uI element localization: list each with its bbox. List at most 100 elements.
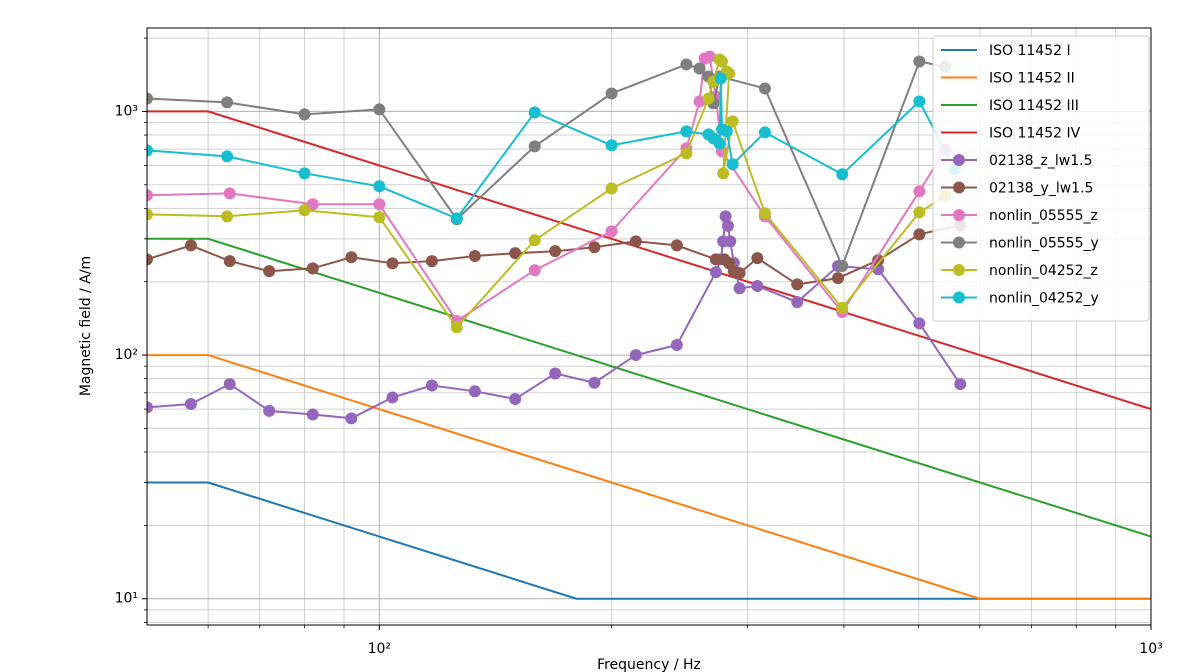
data-point	[468, 250, 481, 263]
data-point	[758, 82, 771, 95]
x-axis-label: Frequency / Hz	[597, 657, 701, 672]
legend-label: nonlin_04252_y	[989, 291, 1099, 307]
legend-marker	[953, 181, 965, 194]
data-point	[721, 219, 734, 232]
legend-label: nonlin_04252_z	[989, 263, 1098, 279]
data-point	[147, 144, 153, 157]
series-line	[147, 60, 946, 269]
data-point	[670, 338, 683, 351]
data-point	[715, 55, 728, 68]
legend-label: ISO 11452 IV	[989, 126, 1081, 142]
data-point	[306, 408, 319, 421]
data-point	[528, 234, 541, 247]
legend-label: ISO 11452 III	[989, 98, 1079, 114]
data-point	[758, 207, 771, 220]
legend: ISO 11452 I ISO 11452 II ISO 11452 III ISO …	[932, 35, 1150, 322]
data-point	[670, 239, 683, 252]
legend-marker	[953, 154, 965, 166]
data-point	[836, 302, 849, 315]
data-point	[528, 106, 541, 119]
data-point	[733, 267, 746, 280]
data-point	[680, 125, 693, 138]
data-point	[549, 367, 562, 380]
data-point	[758, 126, 771, 139]
legend-marker	[953, 291, 965, 304]
data-point	[605, 87, 618, 100]
data-point	[223, 187, 236, 200]
data-point	[221, 210, 234, 223]
data-point	[345, 251, 358, 264]
plot-frame	[146, 27, 1152, 626]
data-point	[221, 150, 234, 163]
data-point	[726, 158, 739, 171]
data-point	[703, 50, 716, 63]
data-point	[450, 321, 463, 334]
data-point	[720, 125, 733, 138]
data-point	[751, 280, 764, 293]
data-point	[713, 137, 726, 150]
data-point	[468, 385, 481, 398]
data-point	[373, 211, 386, 224]
data-point	[954, 378, 967, 391]
data-point	[913, 228, 926, 241]
legend-label: nonlin_05555_y	[989, 236, 1099, 252]
data-point	[549, 245, 562, 258]
data-point	[605, 225, 618, 238]
data-point	[714, 72, 727, 85]
data-point	[733, 282, 746, 295]
data-point	[717, 167, 730, 180]
series-line	[147, 354, 1151, 600]
data-point	[223, 255, 236, 268]
plot-area	[147, 50, 1151, 600]
legend-marker	[953, 264, 965, 276]
data-point	[345, 412, 358, 425]
data-point	[629, 235, 642, 248]
series-line	[147, 237, 1151, 538]
y-tick-label: 10³	[115, 103, 138, 119]
x-tick-label: 10²	[368, 641, 391, 657]
data-point	[425, 255, 438, 268]
data-point	[872, 254, 885, 267]
data-point	[263, 265, 276, 278]
data-point	[147, 92, 153, 105]
data-point	[147, 401, 153, 414]
data-point	[709, 266, 722, 279]
data-point	[223, 378, 236, 391]
data-point	[509, 247, 522, 260]
legend-label: 02138_y_lw1.5	[989, 181, 1093, 197]
data-point	[509, 393, 522, 406]
data-point	[702, 92, 715, 105]
data-point	[724, 235, 737, 248]
data-point	[373, 103, 386, 116]
data-point	[373, 180, 386, 193]
data-point	[588, 376, 601, 389]
data-point	[629, 349, 642, 362]
data-point	[588, 241, 601, 254]
data-point	[263, 404, 276, 417]
legend-label: nonlin_05555_z	[989, 208, 1098, 224]
data-point	[147, 189, 153, 202]
data-point	[693, 62, 706, 75]
legend-label: ISO 11452 II	[989, 71, 1075, 87]
data-point	[605, 139, 618, 152]
data-point	[791, 278, 804, 291]
x-tick-label: 10³	[1139, 641, 1162, 657]
data-point	[913, 55, 926, 68]
data-point	[709, 253, 722, 266]
data-point	[184, 397, 197, 410]
data-point	[605, 182, 618, 195]
data-point	[184, 239, 197, 252]
data-point	[528, 264, 541, 277]
series-line	[147, 481, 1151, 600]
data-point	[373, 198, 386, 211]
legend-marker	[953, 209, 965, 221]
legend-box	[932, 35, 1150, 322]
data-point	[221, 96, 234, 109]
data-point	[726, 115, 739, 128]
data-point	[791, 296, 804, 309]
series-line	[147, 216, 962, 420]
data-point	[528, 140, 541, 153]
data-point	[306, 262, 319, 275]
data-point	[147, 208, 153, 221]
